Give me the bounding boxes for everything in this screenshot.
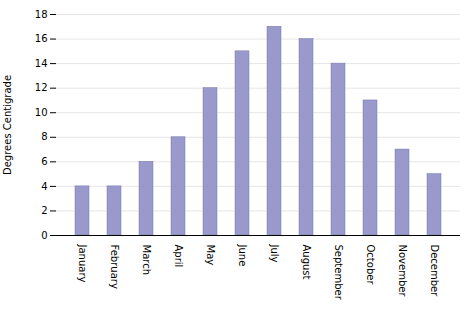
svg-text:December: December [429,245,440,298]
svg-text:June: June [237,244,248,267]
svg-text:4: 4 [41,181,47,192]
svg-text:July: July [269,244,280,263]
svg-text:March: March [141,245,152,275]
svg-text:April: April [173,245,184,268]
svg-text:16: 16 [35,33,48,44]
svg-text:0: 0 [41,230,47,241]
svg-text:Degrees Centigrade: Degrees Centigrade [2,75,13,175]
svg-text:2: 2 [41,205,47,216]
svg-text:6: 6 [41,156,47,167]
svg-text:14: 14 [35,58,48,69]
svg-text:October: October [365,245,376,286]
svg-text:18: 18 [35,9,48,20]
svg-text:September: September [333,245,344,301]
svg-text:August: August [301,245,312,280]
svg-text:November: November [397,245,408,298]
svg-text:12: 12 [35,82,48,93]
svg-text:8: 8 [41,131,47,142]
svg-text:10: 10 [35,107,48,118]
svg-text:February: February [109,245,120,289]
svg-text:January: January [77,244,88,283]
svg-text:May: May [205,245,216,266]
